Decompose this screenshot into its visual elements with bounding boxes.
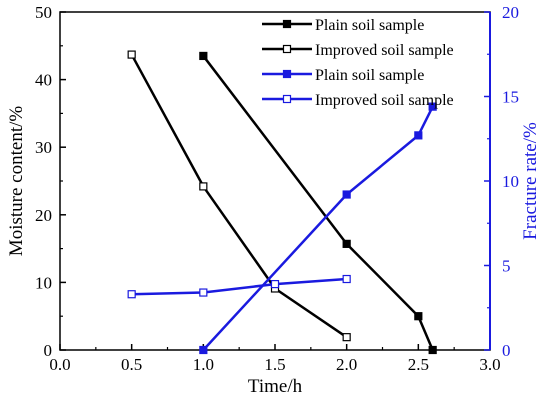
- legend-item: Improved soil sample: [262, 92, 454, 109]
- data-point: [270, 279, 280, 289]
- series-line: [130, 53, 348, 339]
- legend-marker: [282, 19, 292, 29]
- y-left-tick-label: 50: [35, 3, 52, 22]
- y-left-tick-label: 30: [35, 138, 52, 157]
- x-tick-label: 1.5: [264, 355, 285, 374]
- y-left-tick-label: 40: [35, 71, 52, 90]
- y-left-tick-label: 10: [35, 273, 52, 292]
- x-axis-title: Time/h: [248, 376, 303, 397]
- data-point: [342, 333, 351, 342]
- x-tick-label: 1.0: [193, 355, 214, 374]
- legend: Plain soil sample Improved soil sample Pla…: [262, 17, 454, 109]
- series-line: [202, 55, 434, 351]
- series-line: [202, 106, 434, 351]
- y-left-tick-label: 0: [44, 341, 53, 360]
- data-point: [428, 345, 437, 355]
- x-tick-label: 2.5: [408, 355, 429, 374]
- legend-marker: [282, 69, 292, 79]
- y-right-tick-label: 15: [502, 88, 519, 107]
- legend-label: Improved soil sample: [315, 42, 454, 59]
- x-tick-label: 3.0: [479, 355, 500, 374]
- y-right-tick-label: 0: [502, 341, 511, 360]
- data-point: [199, 288, 208, 297]
- x-tick-label: 0.5: [121, 355, 142, 374]
- data-point: [414, 312, 423, 321]
- data-point: [428, 102, 437, 111]
- data-point: [199, 182, 208, 191]
- series-1: [127, 50, 351, 342]
- y-right-tick-label: 20: [502, 3, 519, 22]
- data-point: [199, 51, 208, 61]
- legend-label: Plain soil sample: [315, 67, 424, 84]
- data-point: [342, 190, 351, 199]
- y-right-tick-label: 10: [502, 172, 519, 191]
- y-left-axis-title: Moisture content/%: [6, 106, 27, 257]
- legend-marker: [282, 94, 292, 104]
- data-point: [414, 131, 423, 140]
- legend-marker: [282, 44, 292, 54]
- series-0: [199, 51, 437, 355]
- x-axis: 0.0 0.5 1.0 1.5 2.0 2.5 3.0: [49, 344, 501, 374]
- data-point: [127, 290, 136, 299]
- series-2: [199, 102, 437, 355]
- y-left-tick-label: 20: [35, 206, 52, 225]
- data-point: [199, 345, 208, 355]
- x-tick-label: 0.0: [49, 355, 70, 374]
- data-point: [127, 50, 136, 59]
- legend-item: Plain soil sample: [262, 17, 424, 34]
- series-layer: [127, 50, 437, 355]
- plot-area: [59, 11, 491, 351]
- y-right-tick-label: 5: [502, 257, 511, 276]
- x-tick-label: 2.0: [336, 355, 357, 374]
- legend-item: Plain soil sample: [262, 67, 424, 84]
- series-3: [127, 274, 351, 299]
- data-point: [342, 239, 351, 248]
- plot-frame: [59, 11, 491, 351]
- y-right-axis-title: Fracture rate/%: [520, 122, 541, 240]
- legend-label: Plain soil sample: [315, 17, 424, 34]
- legend-item: Improved soil sample: [262, 42, 454, 59]
- legend-label: Improved soil sample: [315, 92, 454, 109]
- series-line: [131, 277, 347, 296]
- y-left-axis: 0 10 20 30 40 50: [35, 3, 66, 360]
- data-point: [342, 274, 351, 284]
- y-right-axis: 0 5 10 15 20: [484, 3, 519, 360]
